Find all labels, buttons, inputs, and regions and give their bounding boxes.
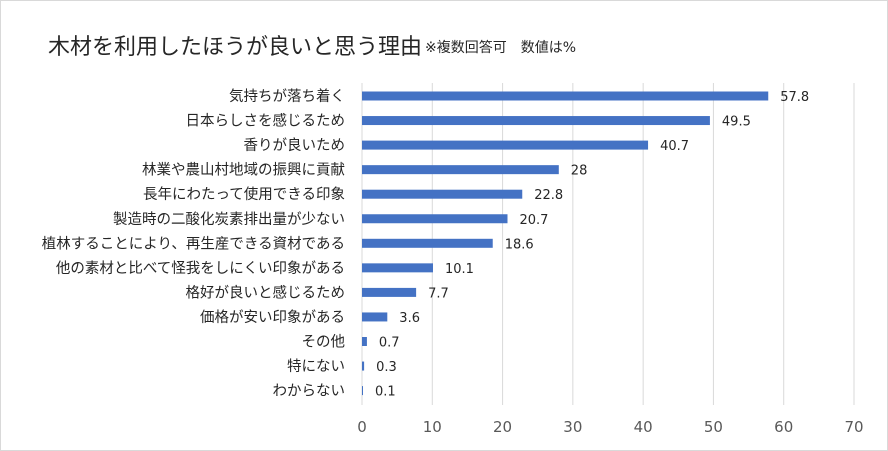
x-tick-label: 60 xyxy=(774,418,793,436)
data-label: 3.6 xyxy=(399,311,420,326)
x-tick-label: 30 xyxy=(563,418,582,436)
data-label: 18.6 xyxy=(505,237,534,252)
data-label: 7.7 xyxy=(428,286,449,301)
data-label: 22.8 xyxy=(534,188,563,203)
data-label: 0.1 xyxy=(375,385,396,400)
category-label: 植林することにより、再生産できる資材である xyxy=(42,235,345,252)
x-tick-label: 10 xyxy=(423,418,442,436)
category-label: その他 xyxy=(302,334,346,351)
category-label: 格好が良いと感じるため xyxy=(186,284,346,301)
category-label: わからない xyxy=(273,383,346,400)
category-label: 製造時の二酸化炭素排出量が少ない xyxy=(113,211,345,228)
data-label: 49.5 xyxy=(722,115,751,130)
category-label: 気持ちが落ち着く xyxy=(229,88,345,105)
bar xyxy=(362,140,649,150)
bar xyxy=(362,189,523,199)
bar xyxy=(362,165,559,175)
chart-subtitle: ※複数回答可 数値は% xyxy=(425,40,577,56)
bar xyxy=(362,386,363,396)
bar xyxy=(362,337,367,346)
data-label: 0.3 xyxy=(376,360,397,375)
x-tick-label: 50 xyxy=(704,418,723,436)
bar xyxy=(362,116,710,126)
bar xyxy=(362,91,769,101)
data-label: 57.8 xyxy=(780,90,809,105)
category-label: 林業や農山村地域の振興に貢献 xyxy=(142,162,345,179)
data-label: 40.7 xyxy=(660,139,689,154)
data-label: 20.7 xyxy=(519,213,548,228)
category-label: 日本らしさを感じるため xyxy=(186,113,346,130)
x-tick-label: 70 xyxy=(844,418,863,436)
bar xyxy=(362,263,433,273)
x-tick-label: 0 xyxy=(357,418,367,436)
chart-title: 木材を利用したほうが良いと思う理由 xyxy=(48,35,423,60)
bar xyxy=(362,312,388,322)
data-label: 0.7 xyxy=(379,336,400,351)
bar xyxy=(362,287,417,297)
category-label: 長年にわたって使用できる印象 xyxy=(143,186,345,203)
x-tick-label: 40 xyxy=(634,418,653,436)
data-label: 28 xyxy=(571,164,588,179)
category-label: 価格が安い印象がある xyxy=(200,309,345,326)
category-label: 香りが良いため xyxy=(244,137,346,154)
bar xyxy=(362,361,365,371)
category-label: 特にない xyxy=(287,358,345,375)
bar xyxy=(362,238,493,248)
x-tick-label: 20 xyxy=(493,418,512,436)
data-label: 10.1 xyxy=(445,262,474,277)
bar xyxy=(362,214,508,224)
category-label: 他の素材と比べて怪我をしにくい印象がある xyxy=(56,260,345,277)
